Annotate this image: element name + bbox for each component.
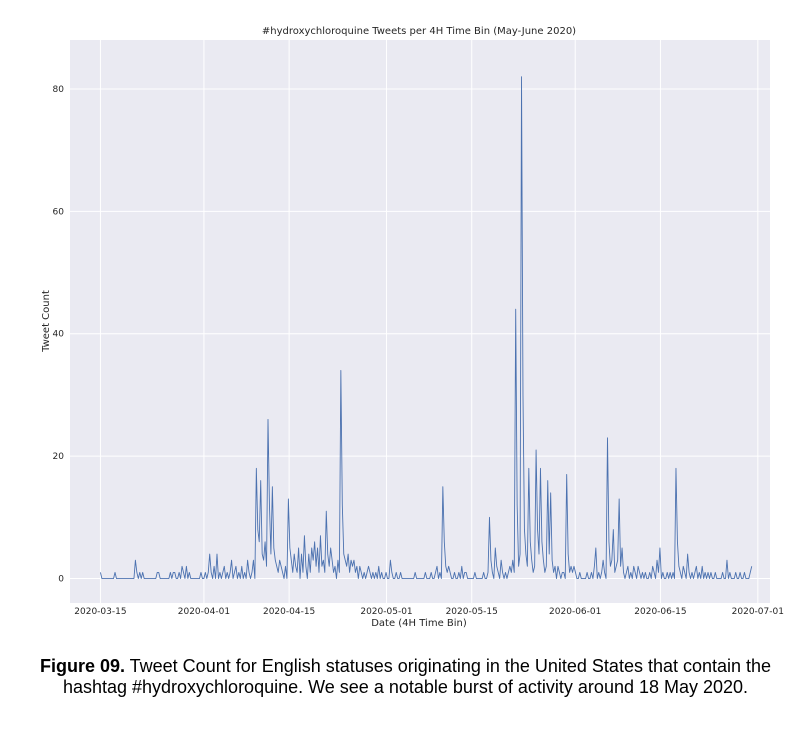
x-tick-label: 2020-04-15 — [263, 607, 315, 617]
x-tick-label: 2020-06-15 — [634, 607, 686, 617]
x-tick-label: 2020-06-01 — [549, 607, 601, 617]
y-tick-label: 0 — [58, 575, 64, 585]
figure-caption: Figure 09. Tweet Count for English statu… — [10, 656, 801, 698]
y-tick-label: 80 — [53, 85, 65, 95]
plot-area — [70, 40, 770, 603]
tweet-count-chart: #hydroxychloroquine Tweets per 4H Time B… — [41, 26, 784, 629]
x-tick-label: 2020-04-01 — [178, 607, 230, 617]
x-axis-label: Date (4H Time Bin) — [371, 618, 467, 629]
y-tick-label: 20 — [53, 452, 65, 462]
y-tick-label: 40 — [53, 330, 65, 340]
chart-title: #hydroxychloroquine Tweets per 4H Time B… — [262, 26, 576, 37]
y-tick-label: 60 — [53, 207, 65, 217]
y-axis-ticks: 0 20 40 60 80 — [53, 85, 65, 585]
gridlines — [70, 40, 770, 603]
figure-caption-text: Tweet Count for English statuses origina… — [62, 656, 772, 697]
x-tick-label: 2020-03-15 — [74, 607, 126, 617]
x-tick-label: 2020-05-01 — [360, 607, 412, 617]
tweet-count-series-line — [99, 76, 753, 579]
figure-caption-label: Figure 09. — [39, 656, 125, 676]
x-axis-ticks: 2020-03-15 2020-04-01 2020-04-15 2020-05-01… — [74, 607, 784, 617]
x-tick-label: 2020-07-01 — [732, 607, 784, 617]
x-tick-label: 2020-05-15 — [446, 607, 498, 617]
y-axis-label: Tweet Count — [41, 290, 52, 353]
